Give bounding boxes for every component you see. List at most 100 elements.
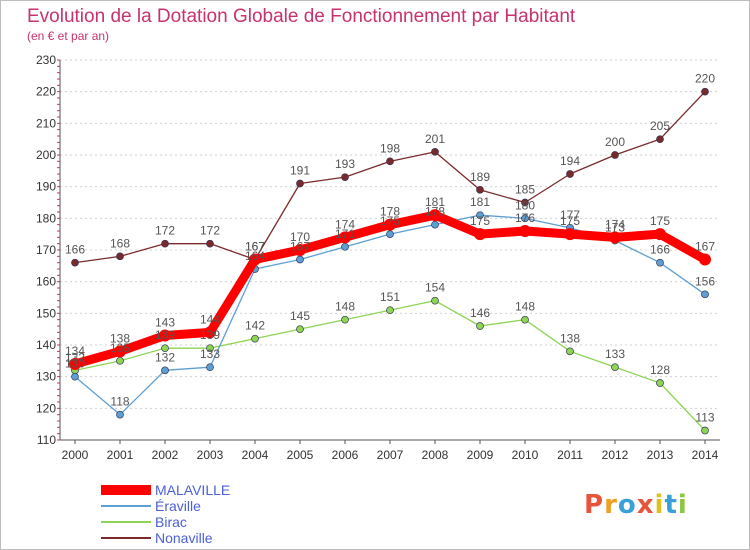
legend-swatch — [101, 485, 151, 495]
data-point — [71, 372, 79, 381]
data-label: 151 — [380, 290, 400, 304]
data-label: 172 — [200, 224, 220, 238]
data-label: 166 — [65, 243, 85, 257]
data-label: 193 — [335, 157, 355, 171]
data-label: 177 — [560, 208, 580, 222]
data-label: 167 — [695, 240, 715, 254]
x-tick-label: 2011 — [557, 448, 583, 462]
data-label: 170 — [290, 230, 310, 244]
y-tick-label: 140 — [36, 338, 56, 352]
data-label: 139 — [155, 328, 175, 342]
proxiti-logo: Proxiti — [584, 490, 688, 520]
data-point — [296, 325, 304, 334]
data-label: 134 — [65, 344, 85, 358]
data-label: 156 — [695, 274, 715, 288]
y-tick-label: 130 — [36, 370, 56, 384]
data-point — [294, 244, 306, 256]
data-label: 205 — [650, 119, 670, 133]
data-point — [521, 198, 529, 207]
data-label: 220 — [695, 72, 715, 86]
y-tick-label: 170 — [36, 243, 56, 257]
data-point — [161, 239, 169, 248]
y-tick-label: 150 — [36, 306, 56, 320]
y-tick-label: 160 — [36, 275, 56, 289]
x-tick-label: 2000 — [62, 448, 89, 462]
data-label: 201 — [425, 132, 445, 146]
data-label: 181 — [470, 195, 490, 209]
data-point — [701, 290, 709, 299]
data-point — [701, 87, 709, 96]
data-point — [206, 344, 214, 353]
data-point — [699, 253, 711, 266]
data-point — [656, 135, 664, 144]
data-point — [69, 358, 81, 370]
legend-label: MALAVILLE — [155, 482, 231, 498]
data-label: 178 — [380, 205, 400, 219]
data-point — [564, 228, 576, 241]
x-tick-label: 2008 — [422, 448, 449, 462]
y-tick-label: 110 — [37, 433, 56, 447]
data-label: 144 — [200, 312, 220, 326]
x-tick-label: 2012 — [602, 448, 629, 462]
data-label: 164 — [245, 249, 265, 263]
data-label: 168 — [110, 236, 130, 250]
data-point — [341, 242, 349, 251]
data-label: 194 — [560, 154, 580, 168]
x-tick-label: 2014 — [692, 448, 719, 462]
data-point — [386, 306, 394, 315]
data-label: 135 — [110, 341, 130, 355]
data-point — [386, 230, 394, 239]
data-point — [431, 147, 439, 156]
data-label: 175 — [560, 214, 580, 228]
data-point — [116, 410, 124, 419]
data-label: 175 — [650, 214, 670, 228]
data-label: 142 — [245, 319, 265, 333]
data-label: 118 — [110, 395, 129, 409]
data-point — [116, 356, 124, 365]
data-label: 167 — [290, 240, 310, 254]
data-point — [611, 363, 619, 372]
x-tick-label: 2002 — [152, 448, 179, 462]
data-label: 176 — [515, 211, 535, 225]
data-point — [701, 426, 709, 435]
legend-swatch — [101, 521, 151, 523]
data-point — [654, 228, 666, 241]
data-label: 178 — [425, 205, 445, 219]
data-label: 113 — [695, 411, 714, 425]
data-point — [566, 170, 574, 178]
data-point — [341, 173, 349, 182]
data-point — [656, 258, 664, 267]
y-tick-label: 220 — [36, 85, 56, 99]
data-label: 174 — [605, 217, 625, 231]
legend-label: Nonaville — [155, 530, 213, 546]
data-label: 146 — [470, 306, 490, 320]
data-label: 148 — [335, 300, 355, 314]
data-label: 133 — [605, 347, 625, 361]
data-point — [521, 214, 529, 223]
data-label: 200 — [605, 135, 625, 149]
legend-label: Birac — [155, 514, 187, 530]
data-label: 167 — [245, 240, 265, 254]
data-point — [521, 315, 529, 324]
data-point — [161, 344, 169, 353]
data-point — [429, 209, 441, 222]
data-label: 139 — [200, 328, 220, 342]
data-label: 166 — [650, 243, 670, 257]
data-point — [566, 347, 574, 356]
data-label: 133 — [200, 347, 220, 361]
data-point — [474, 228, 486, 241]
data-label: 154 — [425, 281, 445, 295]
data-point — [204, 326, 216, 339]
data-point — [431, 220, 439, 229]
data-point — [611, 151, 619, 159]
y-tick-label: 210 — [36, 116, 56, 130]
data-label: 138 — [110, 331, 130, 345]
data-label: 172 — [155, 224, 175, 238]
x-tick-label: 2001 — [107, 448, 134, 462]
legend-swatch — [101, 537, 151, 539]
data-label: 181 — [425, 195, 445, 209]
y-tick-label: 200 — [36, 148, 56, 162]
data-label: 143 — [155, 316, 175, 330]
data-point — [476, 185, 484, 194]
